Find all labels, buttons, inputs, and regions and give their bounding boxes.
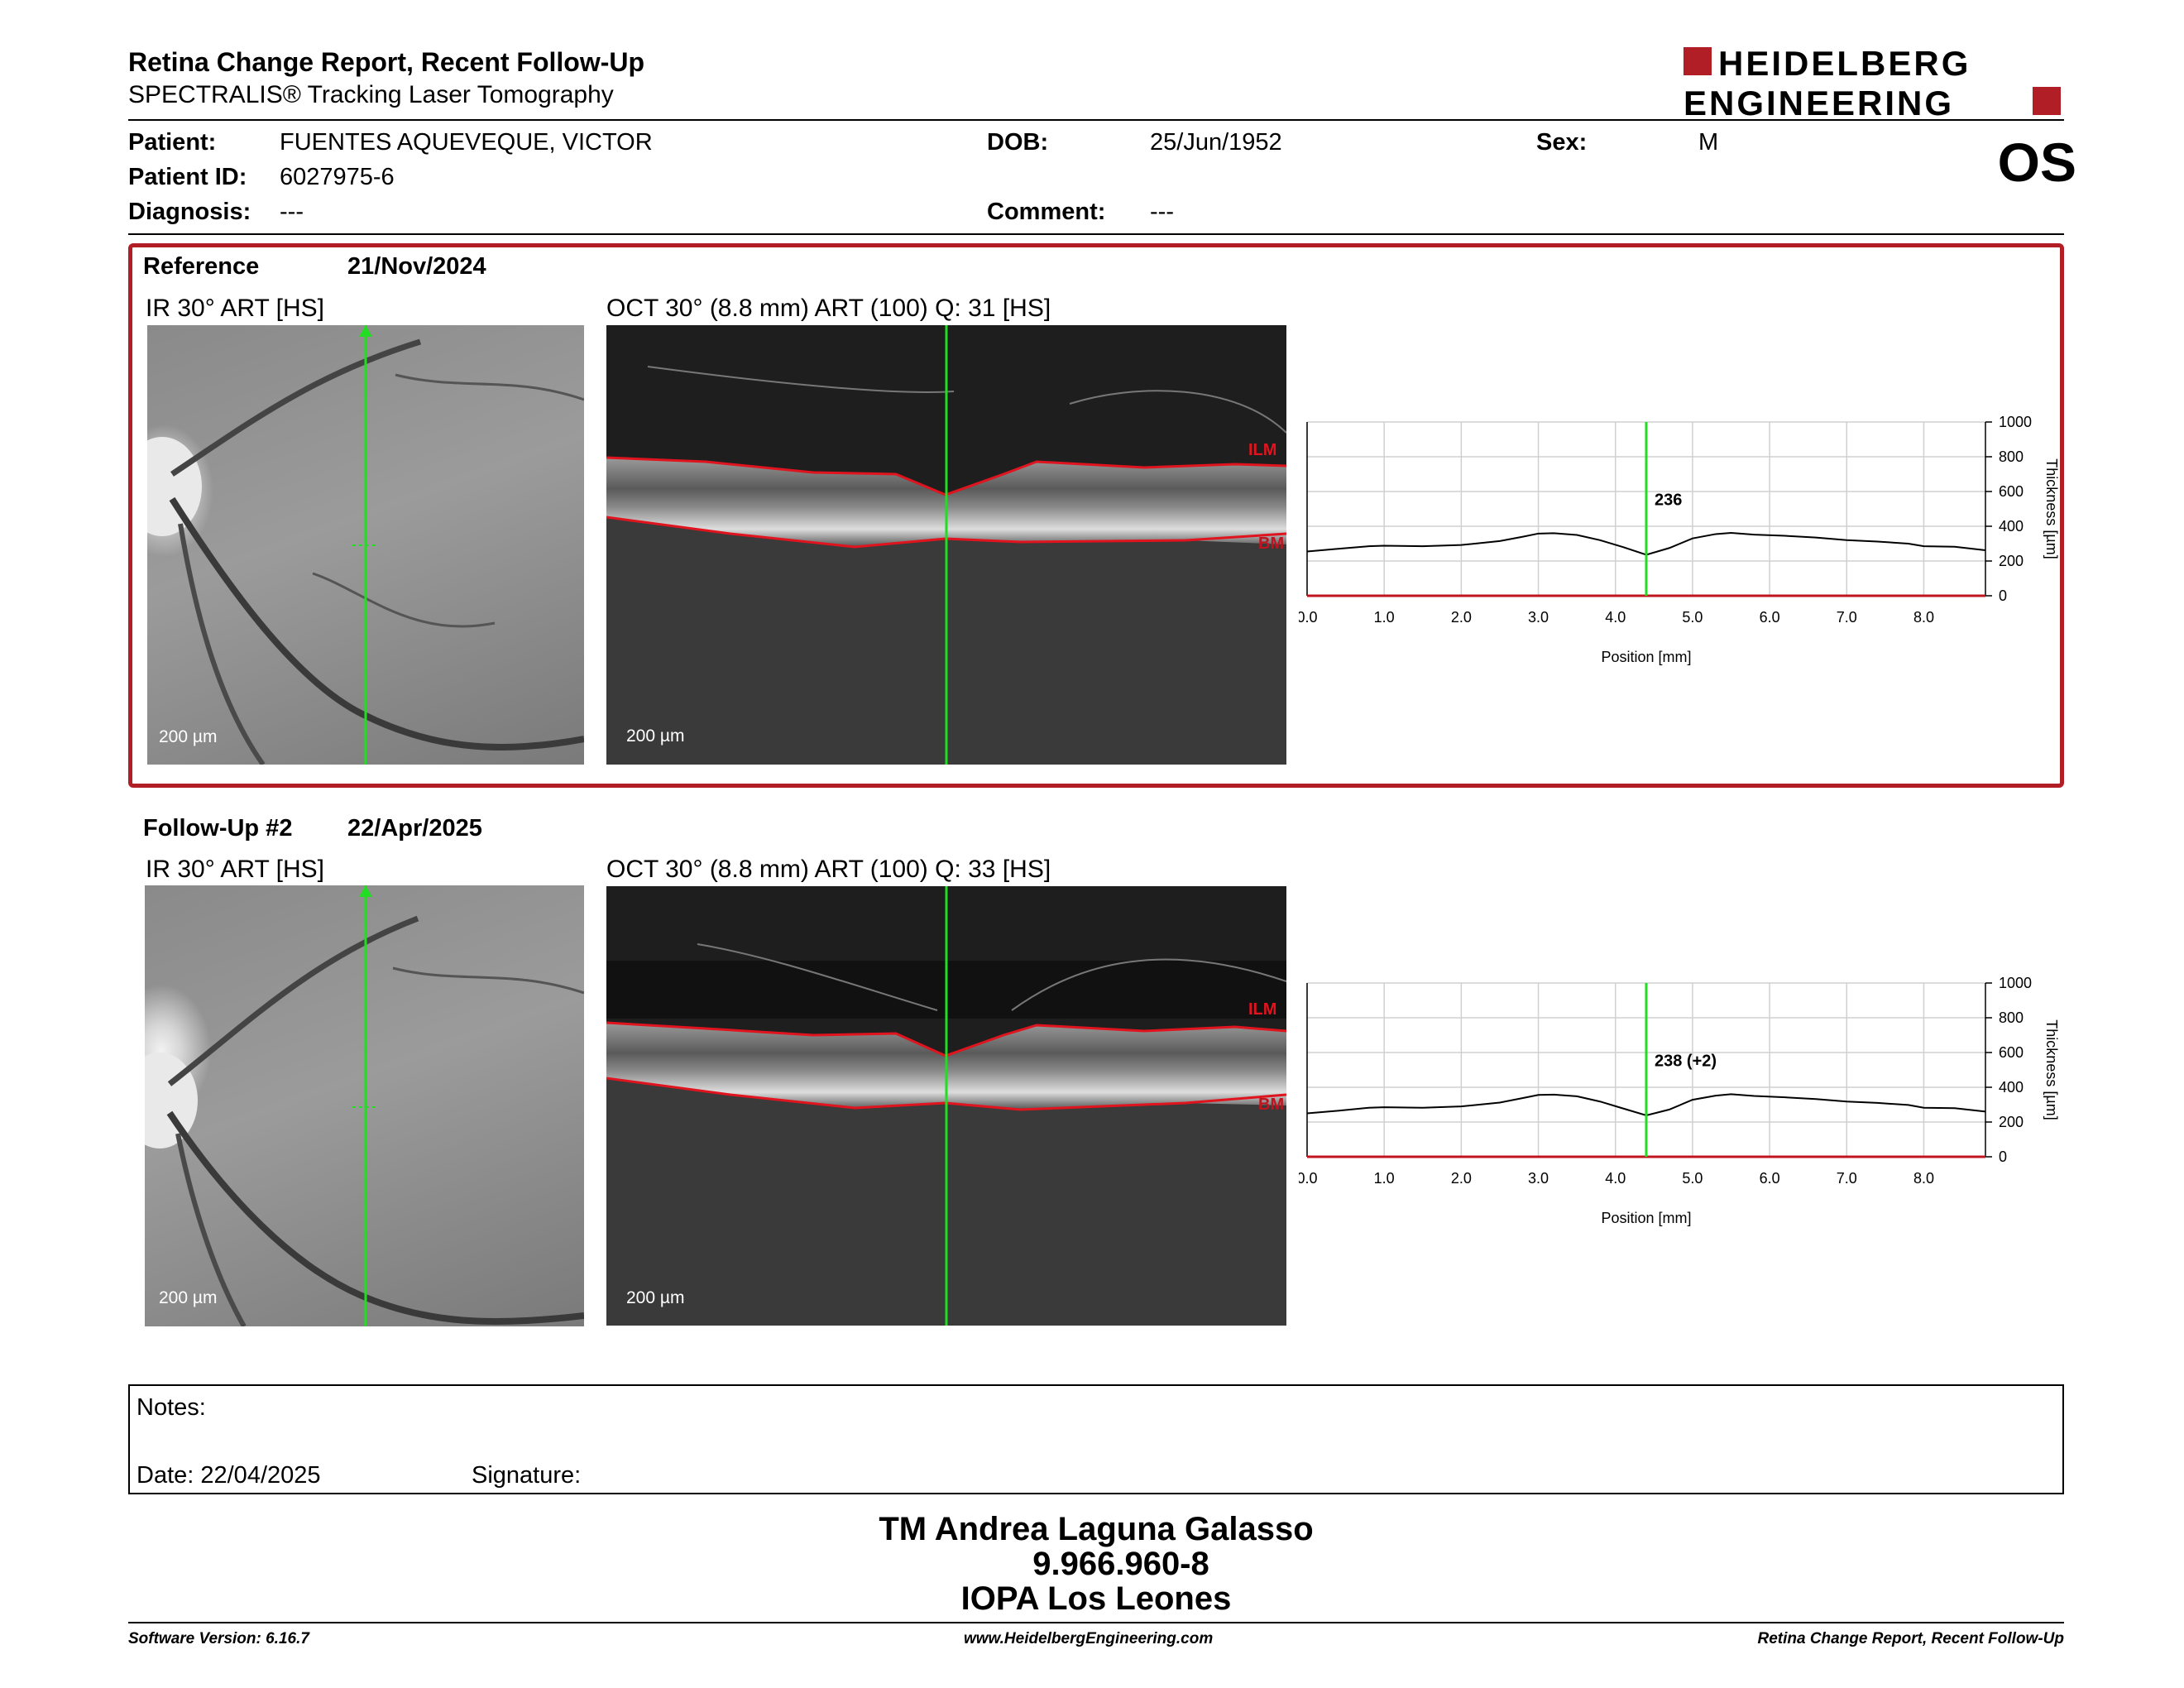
x-tick-label: 7.0	[1837, 609, 1857, 626]
followup-date: 22/Apr/2025	[347, 815, 482, 842]
report-subtitle: SPECTRALIS® Tracking Laser Tomography	[128, 81, 614, 108]
y-tick-label: 600	[1999, 1044, 2024, 1061]
reference-oct-label: OCT 30° (8.8 mm) ART (100) Q: 31 [HS]	[606, 295, 1051, 322]
software-version: Software Version: 6.16.7	[128, 1630, 309, 1647]
patient-divider	[128, 233, 2064, 235]
x-tick-label: 0.0	[1299, 609, 1318, 626]
y-tick-label: 400	[1999, 1079, 2024, 1096]
y-tick-label: 1000	[1999, 975, 2032, 991]
x-axis-title: Position [mm]	[1601, 1210, 1691, 1226]
patient-id-label: Patient ID:	[128, 164, 247, 190]
followup-oct-scale: 200 µm	[626, 1288, 685, 1307]
diagnosis-label: Diagnosis:	[128, 199, 251, 225]
marker-value-label: 236	[1655, 491, 1682, 509]
header-divider	[128, 119, 2064, 121]
reference-bm-label: BM	[1258, 535, 1284, 553]
followup-thickness-chart: 0.0 1.0 2.0 3.0 4.0 5.0 6.0 7.0 8.0 0 200 400 600 800…	[1296, 966, 2076, 1240]
notes-date: Date: 22/04/2025	[136, 1462, 321, 1489]
y-tick-label: 0	[1999, 1149, 2007, 1165]
x-tick-label: 3.0	[1528, 609, 1549, 626]
reference-thickness-chart: 0.0 1.0 2.0 3.0 4.0 5.0 6.0 7.0 8.0 0 200 400 600 800…	[1296, 405, 2076, 679]
comment-value: ---	[1150, 199, 1174, 225]
y-tick-label: 800	[1999, 448, 2024, 465]
y-tick-label: 0	[1999, 587, 2007, 604]
followup-ir-scale: 200 µm	[159, 1288, 218, 1307]
y-tick-label: 200	[1999, 553, 2024, 569]
x-tick-label: 1.0	[1374, 609, 1395, 626]
reference-ilm-label: ILM	[1248, 441, 1276, 459]
eye-laterality: OS	[1997, 132, 2076, 193]
y-tick-label: 600	[1999, 483, 2024, 500]
x-tick-label: 2.0	[1451, 1170, 1472, 1187]
patient-label: Patient:	[128, 129, 217, 156]
followup-ir-label: IR 30° ART [HS]	[146, 856, 324, 883]
followup-bm-label: BM	[1258, 1096, 1284, 1114]
logo-line1: HEIDELBERG	[1718, 46, 1971, 83]
y-tick-label: 1000	[1999, 414, 2032, 430]
signature-label: Signature:	[472, 1462, 582, 1489]
marker-value-label: 238 (+2)	[1655, 1052, 1717, 1070]
heidelberg-logo: HEIDELBERG ENGINEERING	[1684, 44, 2064, 122]
footer-report-name: Retina Change Report, Recent Follow-Up	[1757, 1630, 2064, 1647]
followup-oct-bscan-image: ILM BM 200 µm	[606, 886, 1286, 1326]
y-tick-label: 800	[1999, 1009, 2024, 1026]
x-tick-label: 4.0	[1605, 1170, 1626, 1187]
reference-date: 21/Nov/2024	[347, 253, 486, 280]
reference-ir-label: IR 30° ART [HS]	[146, 295, 324, 322]
reference-label: Reference	[143, 253, 260, 280]
y-tick-label: 400	[1999, 518, 2024, 535]
reference-ir-scale: 200 µm	[159, 727, 218, 746]
dob-label: DOB:	[987, 129, 1049, 156]
comment-label: Comment:	[987, 199, 1106, 225]
notes-box: Notes: Date: 22/04/2025 Signature:	[128, 1384, 2064, 1494]
y-axis-title: Thickness [µm]	[2043, 458, 2060, 559]
x-tick-label: 1.0	[1374, 1170, 1395, 1187]
website-link[interactable]: www.HeidelbergEngineering.com	[964, 1630, 1214, 1647]
signer-organization: IOPA Los Leones	[960, 1580, 1232, 1617]
x-tick-label: 6.0	[1760, 1170, 1780, 1187]
x-tick-label: 5.0	[1682, 1170, 1703, 1187]
diagnosis-value: ---	[280, 199, 304, 225]
x-tick-label: 4.0	[1605, 609, 1626, 626]
x-tick-label: 6.0	[1760, 609, 1780, 626]
x-tick-label: 0.0	[1299, 1170, 1318, 1187]
reference-ir-fundus-image: 200 µm	[147, 325, 584, 765]
x-tick-label: 3.0	[1528, 1170, 1549, 1187]
signer-id: 9.966.960-8	[1032, 1546, 1209, 1582]
followup-oct-label: OCT 30° (8.8 mm) ART (100) Q: 33 [HS]	[606, 856, 1051, 883]
x-tick-label: 8.0	[1913, 609, 1934, 626]
patient-name: FUENTES AQUEVEQUE, VICTOR	[280, 129, 653, 156]
x-tick-label: 8.0	[1913, 1170, 1934, 1187]
sex-label: Sex:	[1536, 129, 1588, 156]
reference-oct-bscan-image: ILM BM 200 µm	[606, 325, 1286, 765]
reference-oct-scale: 200 µm	[626, 727, 685, 746]
followup-label: Follow-Up #2	[143, 815, 293, 842]
logo-line2: ENGINEERING	[1684, 84, 1954, 120]
dob-value: 25/Jun/1952	[1150, 129, 1282, 156]
signer-name: TM Andrea Laguna Galasso	[879, 1511, 1314, 1547]
reference-frame	[128, 243, 2064, 788]
y-tick-label: 200	[1999, 1114, 2024, 1130]
y-axis-title: Thickness [µm]	[2043, 1019, 2060, 1120]
x-tick-label: 7.0	[1837, 1170, 1857, 1187]
x-axis-title: Position [mm]	[1601, 649, 1691, 665]
sex-value: M	[1698, 129, 1719, 156]
followup-ir-fundus-image: 200 µm	[145, 885, 584, 1326]
patient-id: 6027975-6	[280, 164, 395, 190]
x-tick-label: 2.0	[1451, 609, 1472, 626]
notes-label: Notes:	[136, 1394, 206, 1421]
x-tick-label: 5.0	[1682, 609, 1703, 626]
footer-divider	[128, 1622, 2064, 1623]
followup-ilm-label: ILM	[1248, 1000, 1276, 1019]
report-title: Retina Change Report, Recent Follow-Up	[128, 47, 645, 77]
